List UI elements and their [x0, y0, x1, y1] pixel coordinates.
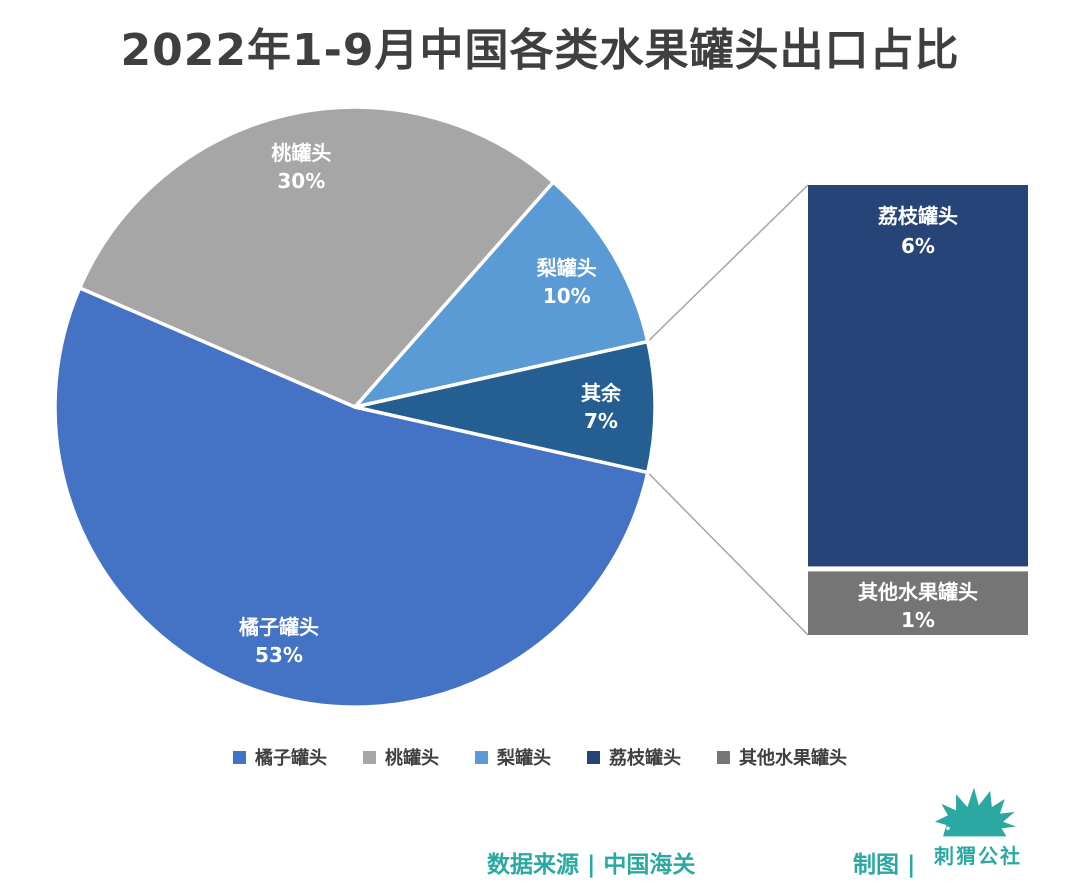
legend-swatch: [233, 750, 246, 764]
legend-item-3: 荔枝罐头: [587, 744, 681, 770]
breakout-connector-line-0: [647, 184, 809, 343]
ciweigongshe-logo: 刺猬公社: [926, 786, 1030, 869]
legend-item-4: 其他水果罐头: [717, 744, 847, 770]
bar-segment-value-0: 6%: [901, 234, 935, 258]
legend-item-1: 桃罐头: [363, 744, 439, 770]
legend-swatch: [475, 750, 488, 764]
legend-label: 梨罐头: [497, 748, 551, 769]
legend-swatch: [363, 750, 376, 764]
chart-legend: 橘子罐头 桃罐头 梨罐头 荔枝罐头 其他水果罐头: [0, 744, 1080, 770]
bar-segment-value-1: 1%: [901, 608, 935, 632]
bar-segment-label-0: 荔枝罐头: [878, 204, 958, 228]
pie-slice-label-1: 桃罐头: [271, 141, 331, 165]
pie-slice-label-3: 其余: [581, 381, 622, 405]
pie-slice-1: [77, 105, 556, 409]
pie-slice-value-2: 10%: [543, 284, 591, 308]
legend-swatch: [587, 750, 600, 764]
legend-swatch: [717, 750, 730, 764]
chart-title: 2022年1-9月中国各类水果罐头出口占比: [120, 25, 960, 76]
pie-slice-value-1: 30%: [277, 169, 325, 193]
legend-item-2: 梨罐头: [475, 744, 551, 770]
hedgehog-icon: [934, 787, 1017, 837]
pie-slice-label-2: 梨罐头: [537, 256, 597, 280]
logo-text: 刺猬公社: [934, 844, 1022, 868]
pie-slice-3: [353, 339, 657, 475]
pie-slice-value-0: 53%: [255, 643, 303, 667]
credit-label: 制图 |: [853, 852, 916, 878]
breakout-connector-line-1: [647, 471, 809, 636]
pie-slice-label-0: 橘子罐头: [239, 615, 319, 639]
pie-slice-value-3: 7%: [584, 409, 618, 433]
bar-segment-0: [808, 185, 1028, 567]
legend-label: 橘子罐头: [255, 748, 327, 769]
legend-label: 其他水果罐头: [739, 748, 847, 769]
bar-segment-1: [808, 571, 1028, 635]
legend-label: 桃罐头: [385, 748, 439, 769]
legend-label: 荔枝罐头: [609, 748, 681, 769]
pie-slice-0: [53, 286, 650, 709]
data-source-label: 数据来源 | 中国海关: [487, 852, 696, 878]
bar-segment-label-1: 其他水果罐头: [858, 580, 978, 604]
pie-slice-2: [353, 180, 650, 409]
legend-item-0: 橘子罐头: [233, 744, 327, 770]
